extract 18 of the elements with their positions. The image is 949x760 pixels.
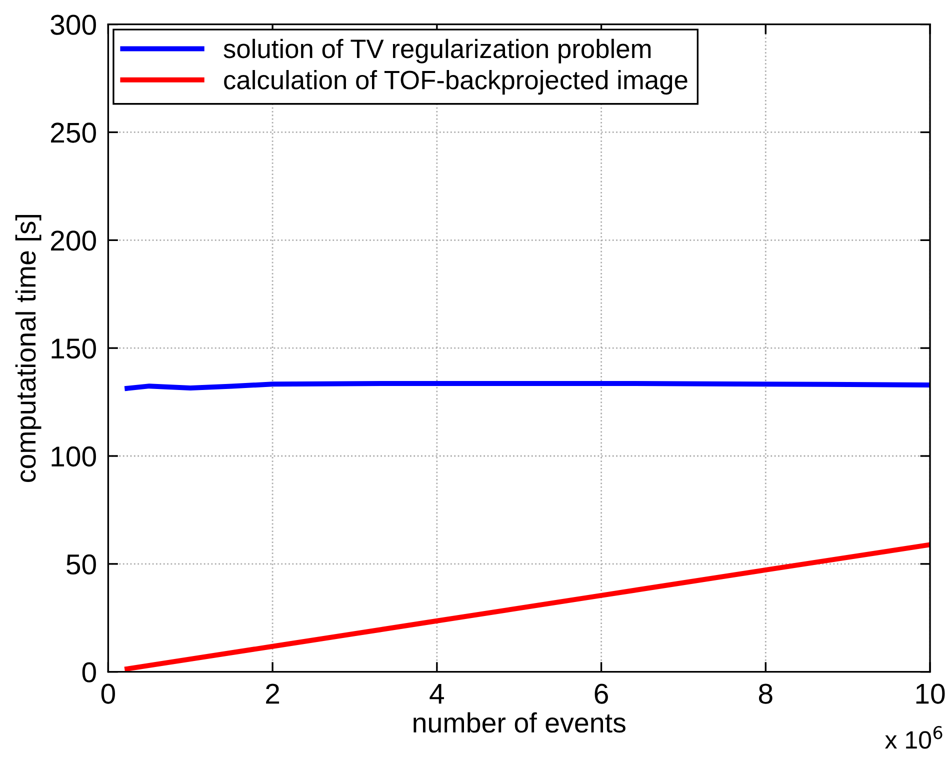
- y-tick-label: 100: [52, 446, 96, 467]
- y-tick-label: 200: [51, 230, 96, 251]
- x-tick-label: 2: [266, 684, 280, 704]
- x-tick-label: 8: [758, 684, 772, 704]
- y-tick-label: 300: [50, 14, 96, 35]
- x-tick-label: 6: [594, 684, 608, 704]
- y-tick-label: 0: [82, 662, 96, 682]
- legend-label: solution of TV regularization problem: [224, 38, 651, 64]
- y-tick-label: 150: [52, 338, 96, 359]
- text: x 10$^{6}$: [885, 726, 942, 749]
- x-tick-label: 10: [916, 684, 945, 704]
- x-axis-title: number of events: [414, 712, 626, 733]
- y-axis-title: computational time [s]: [15, 214, 42, 482]
- x-tick-label: 4: [430, 684, 444, 704]
- y-tick-label: 250: [51, 122, 96, 143]
- x-tick-label: 0: [101, 684, 115, 704]
- legend-label: calculation of TOF-backprojected image: [224, 70, 688, 95]
- y-tick-label: 50: [66, 554, 96, 575]
